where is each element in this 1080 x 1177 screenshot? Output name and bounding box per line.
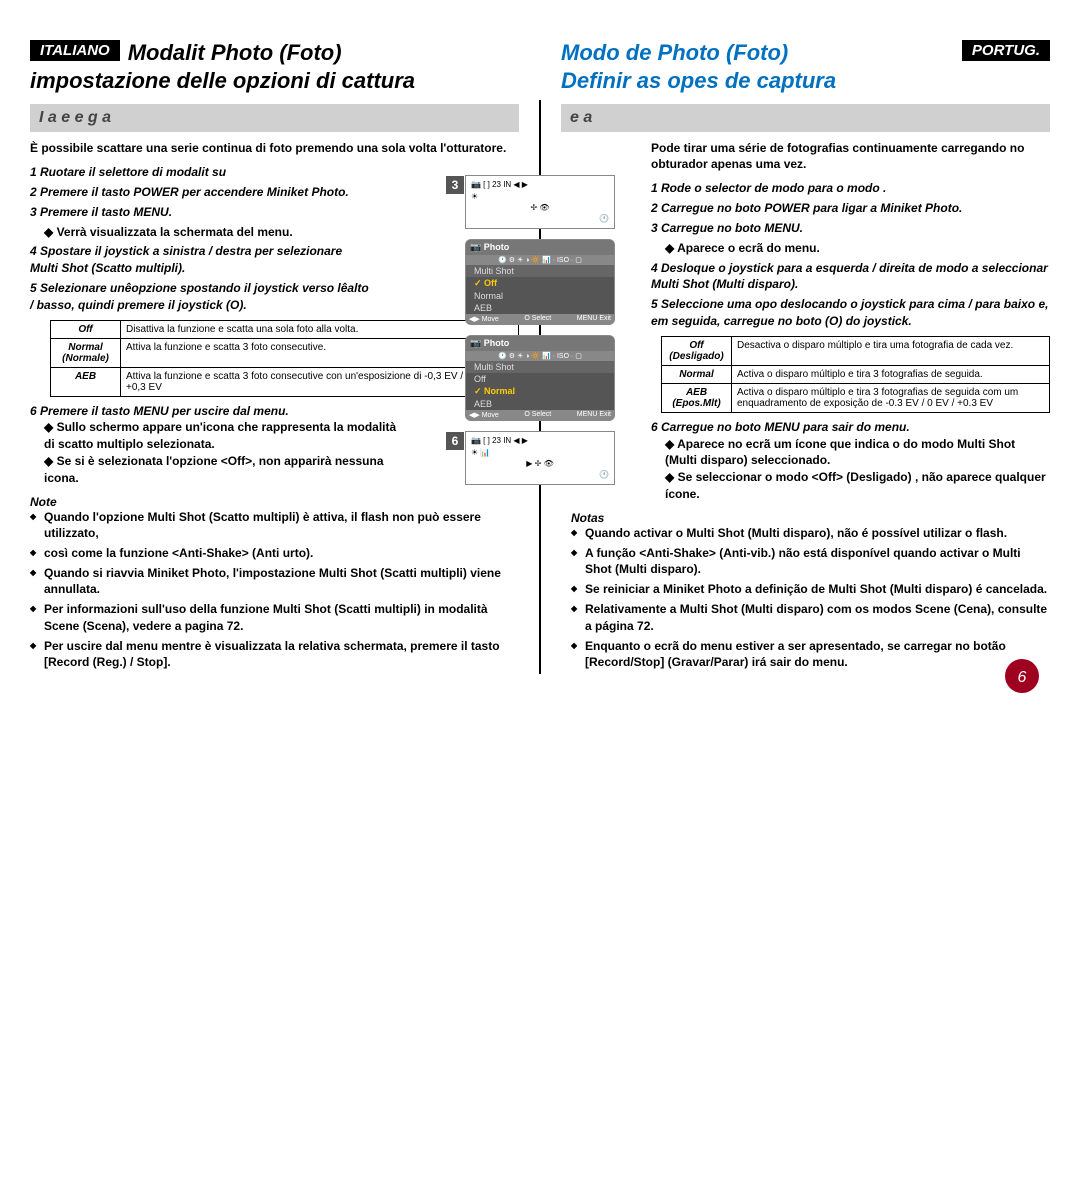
table-row: NormalActiva o disparo múltiplo e tira 3… (662, 365, 1050, 383)
note: Per informazioni sull'uso della funzione… (30, 601, 519, 633)
step: 4 Spostare il joystick a sinistra / dest… (30, 243, 370, 277)
menu-strip: 🕐 ⚙ ☀ ◑ 🔆 📊 · ISO · ▢ (466, 255, 614, 265)
step: 5 Selezionare unêopzione spostando il jo… (30, 280, 370, 314)
osd-row: ▶ ✢ 👁 (471, 459, 609, 468)
osd-row: 🕐 (471, 470, 609, 479)
footer-exit: MENU Exit (577, 411, 611, 419)
right-subtitle: Definir as opes de captura (561, 68, 1050, 94)
left-title: Modalit Photo (Foto) (128, 40, 519, 66)
step: 4 Desloque o joystick para a esquerda / … (651, 260, 1050, 294)
menu-item: Off (466, 277, 614, 290)
left-steps: 1 Ruotare il selettore di modalit su 2 P… (30, 164, 370, 313)
table-row: AEBAttiva la funzione e scatta 3 foto co… (51, 367, 519, 396)
footer-move: ◀▶ Move (469, 315, 499, 323)
step: 3 Premere il tasto MENU. (30, 204, 370, 221)
osd-row: ☀ 📊 (471, 448, 609, 457)
menu-subtitle: Multi Shot (466, 265, 614, 277)
screenshot-3: 3 📷 [ ] 23 IN ◀ ▶ ☀ ✢ 👁 🕐 (465, 175, 615, 229)
left-subtitle: impostazione delle opzioni di cattura (30, 68, 519, 94)
page-number-text: 6 (1018, 669, 1027, 686)
step6: 6 Carregue no boto MENU para sair do men… (651, 419, 1050, 436)
osd-row: 🕐 (471, 214, 609, 223)
note: Quando activar o Multi Shot (Multi dispa… (571, 525, 1050, 541)
substep: ◆ Aparece o ecrã do menu. (651, 240, 1050, 257)
lang-badge-it: ITALIANO (30, 40, 120, 61)
left-intro: È possibile scattare una serie continua … (30, 140, 519, 156)
table-row: AEB (Epos.Mlt)Activa o disparo múltiplo … (662, 383, 1050, 412)
note: Se reiniciar a Miniket Photo a definição… (571, 581, 1050, 597)
page-number-badge: 6 (1004, 658, 1040, 694)
note: Enquanto o ecrã do menu estiver a ser ap… (571, 638, 1050, 670)
right-column: Modo de Photo (Foto) PORTUG. Definir as … (556, 40, 1050, 674)
right-intro: Pode tirar uma série de fotografias cont… (561, 140, 1050, 172)
menu-footer: ◀▶ Move O Select MENU Exit (466, 410, 614, 420)
footer-move: ◀▶ Move (469, 411, 499, 419)
footer-select: O Select (524, 411, 551, 419)
substep: ◆ Se si è selezionata l'opzione <Off>, n… (30, 453, 410, 487)
osd-row: ✢ 👁 (471, 203, 609, 212)
note: A função <Anti-Shake> (Anti-vib.) não es… (571, 545, 1050, 577)
menu-item: Off (466, 373, 614, 385)
substep: ◆ Aparece no ecrã um ícone que indica o … (651, 436, 1050, 470)
step: 3 Carregue no boto MENU. (651, 220, 1050, 237)
note-header: Note (30, 495, 519, 509)
left-section-bar: I a e e g a (30, 104, 519, 132)
shot-top-row: 📷 [ ] 23 IN ◀ ▶ (469, 435, 611, 446)
step6: 6 Premere il tasto MENU per uscire dal m… (30, 403, 410, 420)
left-column: ITALIANO Modalit Photo (Foto) impostazio… (30, 40, 524, 674)
table-row: Off (Desligado)Desactiva o disparo múlti… (662, 336, 1050, 365)
note: Relativamente a Multi Shot (Multi dispar… (571, 601, 1050, 633)
right-steps: 1 Rode o selector de modo para o modo . … (561, 180, 1050, 329)
screenshot-strip: 3 📷 [ ] 23 IN ◀ ▶ ☀ ✢ 👁 🕐 4 📷 Photo 🕐 ⚙ … (465, 175, 615, 485)
note-header: Notas (561, 511, 1050, 525)
menu-title: 📷 Photo (466, 240, 614, 255)
screenshot-6: 6 📷 [ ] 23 IN ◀ ▶ ☀ 📊 ▶ ✢ 👁 🕐 (465, 431, 615, 485)
menu-item: Normal (466, 290, 614, 302)
shot-number: 3 (446, 176, 464, 194)
screenshot-4: 4 📷 Photo 🕐 ⚙ ☀ ◑ 🔆 📊 · ISO · ▢ Multi Sh… (465, 239, 615, 325)
screenshot-5: 5 📷 Photo 🕐 ⚙ ☀ ◑ 🔆 📊 · ISO · ▢ Multi Sh… (465, 335, 615, 421)
right-header: Modo de Photo (Foto) PORTUG. (561, 40, 1050, 66)
right-options-table: Off (Desligado)Desactiva o disparo múlti… (661, 336, 1050, 413)
menu-footer: ◀▶ Move O Select MENU Exit (466, 314, 614, 324)
shot-top-row: 📷 [ ] 23 IN ◀ ▶ (469, 179, 611, 190)
note: Per uscire dal menu mentre è visualizzat… (30, 638, 519, 670)
menu-title: 📷 Photo (466, 336, 614, 351)
footer-select: O Select (524, 315, 551, 323)
menu-item: AEB (466, 398, 614, 410)
left-notes: Quando l'opzione Multi Shot (Scatto mult… (30, 509, 519, 671)
step: 1 Ruotare il selettore di modalit su (30, 164, 370, 181)
step: 2 Premere il tasto POWER per accendere M… (30, 184, 370, 201)
menu-strip: 🕐 ⚙ ☀ ◑ 🔆 📊 · ISO · ▢ (466, 351, 614, 361)
step: 2 Carregue no boto POWER para ligar a Mi… (651, 200, 1050, 217)
left-header: ITALIANO Modalit Photo (Foto) (30, 40, 519, 66)
table-row: OffDisattiva la funzione e scatta una so… (51, 320, 519, 338)
substep: ◆ Verrà visualizzata la schermata del me… (30, 224, 370, 241)
right-title: Modo de Photo (Foto) (561, 40, 954, 66)
right-notes: Quando activar o Multi Shot (Multi dispa… (561, 525, 1050, 671)
note: Quando si riavvia Miniket Photo, l'impos… (30, 565, 519, 597)
menu-subtitle: Multi Shot (466, 361, 614, 373)
note: Quando l'opzione Multi Shot (Scatto mult… (30, 509, 519, 541)
substep: ◆ Sullo schermo appare un'icona che rapp… (30, 419, 410, 453)
footer-exit: MENU Exit (577, 315, 611, 323)
menu-item: AEB (466, 302, 614, 314)
lang-badge-pt: PORTUG. (962, 40, 1050, 61)
note: così come la funzione <Anti-Shake> (Anti… (30, 545, 519, 561)
substep: ◆ Se seleccionar o modo <Off> (Desligado… (651, 469, 1050, 503)
manual-page: ITALIANO Modalit Photo (Foto) impostazio… (0, 0, 1080, 714)
table-row: Normal (Normale)Attiva la funzione e sca… (51, 338, 519, 367)
right-section-bar: e a (561, 104, 1050, 132)
step: 5 Seleccione uma opo deslocando o joysti… (651, 296, 1050, 330)
osd-row: ☀ (471, 192, 609, 201)
step: 1 Rode o selector de modo para o modo . (651, 180, 1050, 197)
shot-number: 6 (446, 432, 464, 450)
menu-item: Normal (466, 385, 614, 398)
left-options-table: OffDisattiva la funzione e scatta una so… (50, 320, 519, 397)
